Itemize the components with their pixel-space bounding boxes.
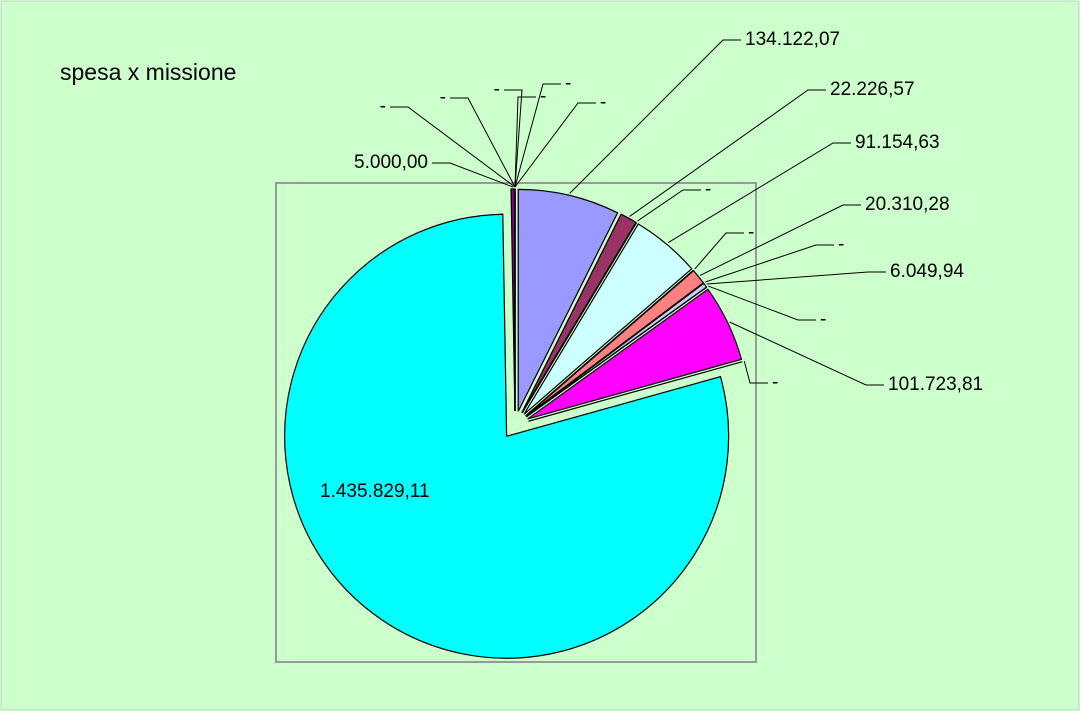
leader-line [708, 285, 816, 321]
data-label: - [820, 309, 826, 330]
leader-line [514, 102, 596, 188]
leader-line [699, 204, 861, 276]
data-label: - [494, 79, 500, 100]
pie-slice [528, 361, 743, 422]
pie-slice [527, 288, 743, 420]
pie-slice [517, 188, 619, 412]
data-label: 6.049,94 [890, 261, 964, 282]
chart-title: spesa x missione [60, 59, 236, 85]
data-label: - [380, 96, 386, 117]
leader-line [629, 89, 826, 217]
leader-line [504, 89, 523, 188]
data-label: - [565, 73, 571, 94]
data-label: - [838, 234, 844, 255]
data-label: - [772, 372, 778, 393]
data-label: - [440, 87, 446, 108]
pie-slice [526, 286, 707, 418]
pie-slice [521, 222, 638, 414]
leader-line [705, 244, 834, 283]
leader-line [706, 271, 886, 285]
data-label: - [540, 86, 546, 107]
data-label: 5.000,00 [354, 152, 428, 173]
leader-line [514, 83, 561, 188]
leader-line [694, 232, 744, 270]
data-label: 20.310,28 [865, 194, 950, 215]
data-label: 1.435.829,11 [320, 481, 430, 502]
leader-line [514, 96, 536, 188]
leader-line [729, 321, 884, 386]
leader-line [743, 361, 768, 384]
pie-slice [284, 213, 730, 659]
leader-line [390, 106, 516, 188]
leader-line [450, 97, 516, 188]
leader-line [667, 142, 851, 244]
data-label: - [705, 179, 711, 200]
leader-line [637, 189, 701, 222]
data-label: 91.154,63 [855, 132, 940, 153]
data-label: 22.226,57 [830, 79, 915, 100]
pie-slice [523, 223, 693, 415]
data-label: - [748, 222, 754, 243]
data-label: 101.723,81 [888, 374, 983, 395]
data-label: 134.122,07 [745, 29, 840, 50]
data-label: - [600, 92, 606, 113]
leader-line [569, 39, 741, 194]
leader-line [432, 162, 514, 188]
